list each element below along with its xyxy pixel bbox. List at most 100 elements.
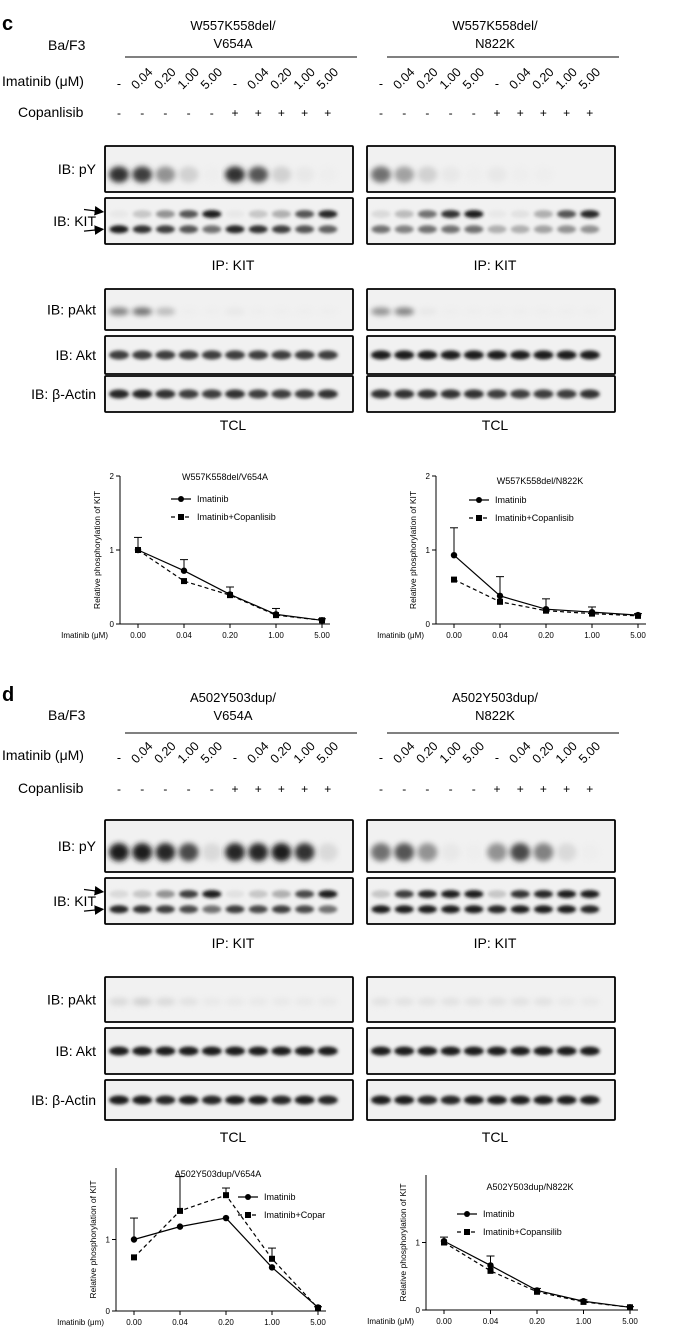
blot-band bbox=[394, 307, 415, 316]
blot-band bbox=[580, 905, 600, 914]
blot-band bbox=[132, 997, 153, 1006]
chart-series-line bbox=[443, 1240, 631, 1308]
blot-band bbox=[317, 350, 338, 360]
blot-band bbox=[533, 905, 553, 914]
blot-band bbox=[271, 166, 292, 183]
blot-band bbox=[533, 225, 553, 234]
chart-y-tick-label: 0 bbox=[110, 620, 115, 629]
chart-y-tick-label: 0 bbox=[416, 1306, 421, 1315]
blot-band bbox=[579, 997, 600, 1006]
blot-band bbox=[533, 350, 554, 360]
chart-y-tick-label: 1 bbox=[416, 1239, 421, 1248]
blot-band bbox=[557, 905, 577, 914]
blot-band bbox=[155, 350, 176, 360]
chart-x-tick-label: 0.04 bbox=[483, 1317, 499, 1326]
chart-point-circle bbox=[176, 1223, 184, 1230]
blot-band bbox=[417, 843, 438, 862]
chart-legend-label: Imatinib+Copanlisib bbox=[197, 512, 276, 522]
dose-label: - bbox=[379, 751, 383, 765]
blot-band bbox=[248, 166, 269, 183]
blot-band bbox=[510, 890, 530, 899]
blot-band bbox=[132, 1046, 153, 1056]
chart-point-circle bbox=[268, 1264, 276, 1271]
chart-point-square bbox=[589, 610, 595, 617]
blot-band bbox=[248, 210, 268, 219]
blot-band bbox=[579, 1046, 600, 1056]
ip-label: IP: KIT bbox=[474, 257, 517, 273]
dose-label: 0.04 bbox=[390, 65, 417, 92]
blot-band bbox=[178, 843, 199, 862]
dose-label: 1.00 bbox=[175, 739, 202, 766]
blot-band bbox=[394, 389, 415, 399]
blot-band bbox=[294, 307, 315, 316]
copanlisib-sign: + bbox=[493, 782, 500, 796]
blot-band bbox=[579, 1095, 600, 1105]
copanlisib-sign: - bbox=[210, 782, 214, 796]
dose-label: 1.00 bbox=[437, 65, 464, 92]
copanlisib-sign: + bbox=[231, 782, 238, 796]
chart-point-circle bbox=[130, 1236, 138, 1243]
blot-band bbox=[371, 389, 391, 399]
blot-band bbox=[109, 166, 129, 183]
blot-band bbox=[132, 843, 153, 862]
blot-band bbox=[109, 905, 129, 914]
chart-point-square bbox=[177, 1207, 183, 1214]
blot-band bbox=[580, 890, 600, 899]
blot-band bbox=[132, 307, 153, 316]
blot-band bbox=[201, 843, 222, 862]
blot-band bbox=[294, 997, 315, 1006]
dose-label: - bbox=[495, 77, 499, 91]
blot-band bbox=[371, 210, 391, 219]
blot-band bbox=[155, 210, 175, 219]
blot-band bbox=[371, 166, 391, 183]
blot-band bbox=[201, 389, 222, 399]
blot-band bbox=[271, 389, 292, 399]
copanlisib-sign: + bbox=[540, 782, 547, 796]
blot-band bbox=[318, 905, 338, 914]
blot-band bbox=[440, 166, 461, 183]
chart-title: A502Y503dup/N822K bbox=[486, 1182, 573, 1192]
blot-band bbox=[178, 389, 199, 399]
dose-label: 0.20 bbox=[268, 65, 295, 92]
chart-legend-label: Imatinib bbox=[197, 494, 229, 504]
chart-x-tick-label: 1.00 bbox=[576, 1317, 592, 1326]
chart-series-line bbox=[137, 549, 323, 621]
kit-arrow-lower bbox=[83, 905, 105, 915]
chart-y-tick-label: 2 bbox=[110, 472, 115, 481]
dose-label: - bbox=[117, 751, 121, 765]
blot-band bbox=[225, 1046, 245, 1056]
blot-band bbox=[225, 905, 245, 914]
blot-band bbox=[394, 225, 414, 234]
copanlisib-sign: - bbox=[163, 782, 167, 796]
blot-band bbox=[440, 350, 461, 360]
dose-label: 0.20 bbox=[530, 65, 557, 92]
cell-line-label: Ba/F3 bbox=[48, 707, 86, 723]
blot-band bbox=[579, 389, 600, 399]
group-title-line2: V654A bbox=[213, 36, 252, 51]
blot-band bbox=[271, 210, 291, 219]
blot-band bbox=[371, 890, 391, 899]
blot-band bbox=[417, 890, 437, 899]
blot-band bbox=[132, 905, 152, 914]
blot-band bbox=[441, 890, 461, 899]
chart-point-square bbox=[269, 1255, 275, 1262]
blot-band bbox=[371, 997, 391, 1006]
chart-y-label: Relative phosphorylation of KIT bbox=[92, 491, 102, 609]
dose-label: 0.20 bbox=[414, 65, 441, 92]
blot-band bbox=[464, 210, 484, 219]
chart-point-square bbox=[131, 1254, 137, 1261]
blot-band bbox=[556, 307, 577, 316]
blot-band bbox=[417, 1095, 438, 1105]
blot-band bbox=[417, 307, 438, 316]
dose-label: 5.00 bbox=[576, 739, 603, 766]
cell-line-label: Ba/F3 bbox=[48, 37, 86, 53]
dose-label: 0.04 bbox=[390, 739, 417, 766]
blot-band bbox=[371, 1095, 391, 1105]
blot-band bbox=[132, 210, 152, 219]
copanlisib-sign: + bbox=[517, 782, 524, 796]
chart-x-tick-label: 0.20 bbox=[529, 1317, 545, 1326]
dose-label: 0.20 bbox=[530, 739, 557, 766]
blot-band bbox=[463, 1046, 484, 1056]
chart-x-tick-label: 5.00 bbox=[314, 631, 330, 640]
